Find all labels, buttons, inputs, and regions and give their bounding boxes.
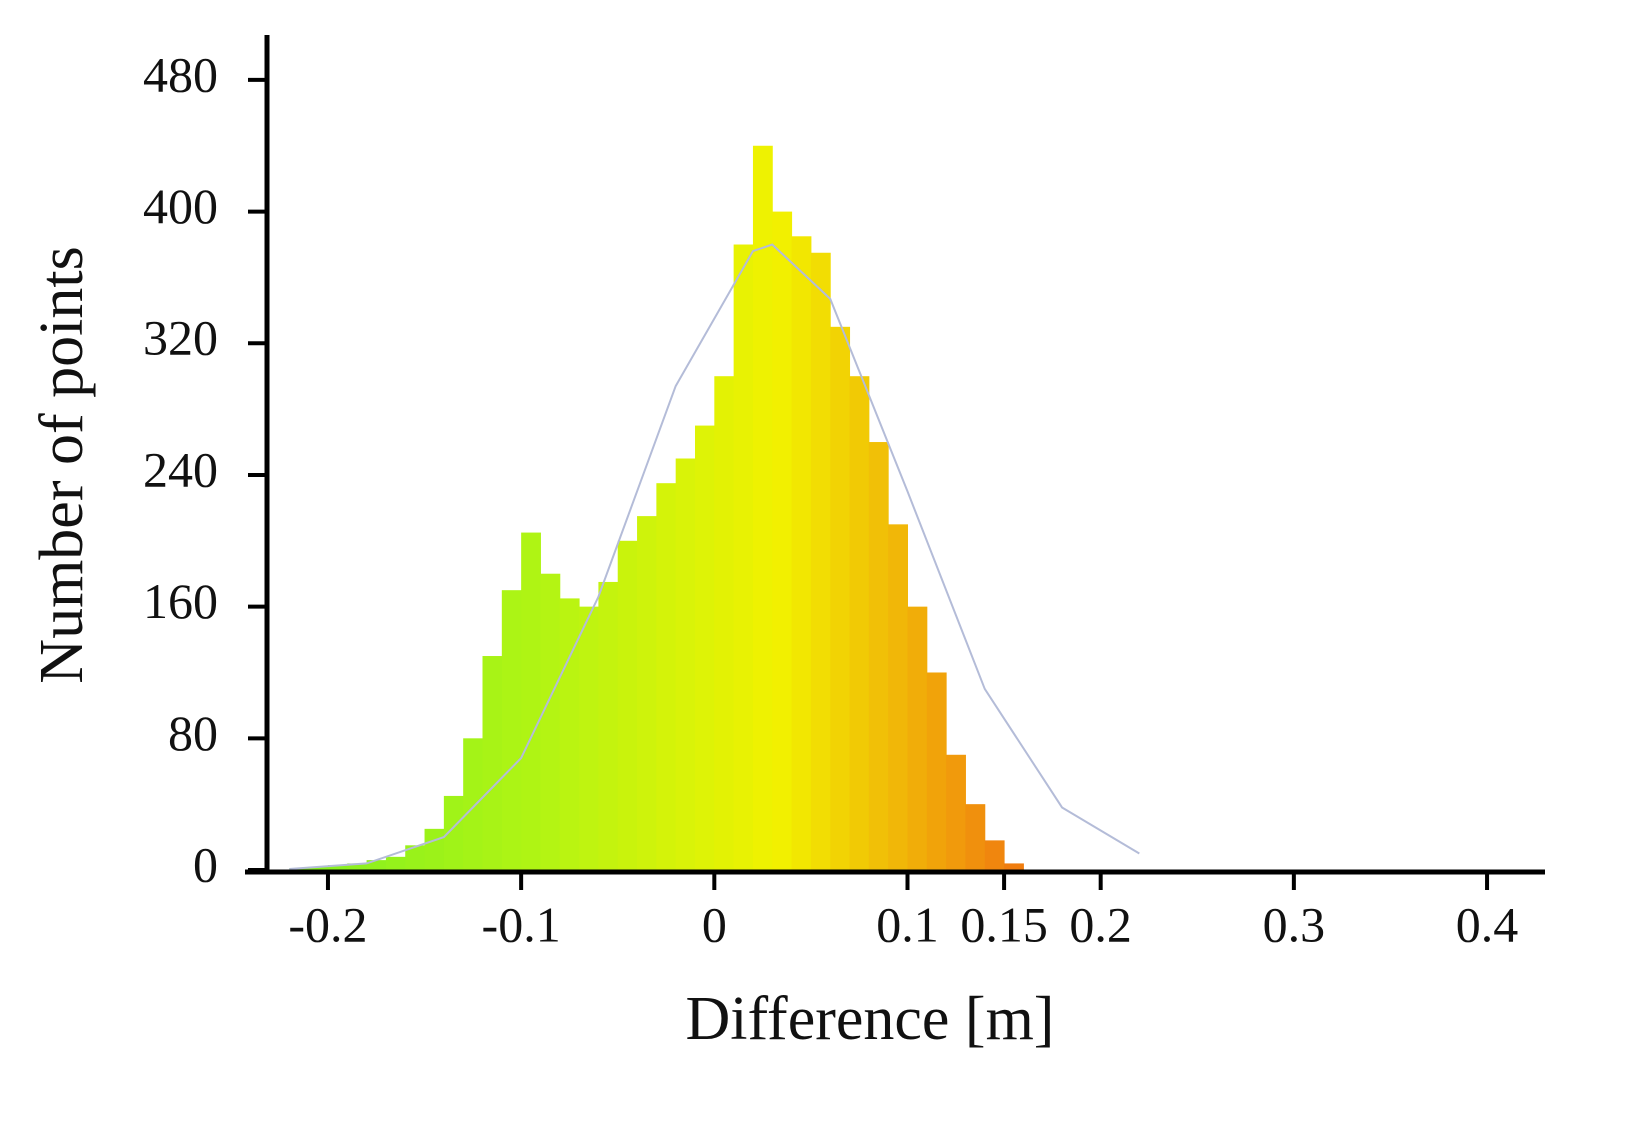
bar xyxy=(347,863,368,870)
bar xyxy=(907,606,928,870)
bar xyxy=(482,656,503,870)
x-tick-label: -0.1 xyxy=(482,896,561,952)
bar xyxy=(463,738,483,870)
y-tick-label: 400 xyxy=(143,178,218,234)
bar xyxy=(733,244,754,870)
bar xyxy=(366,860,387,870)
bar xyxy=(501,590,522,870)
bar xyxy=(984,840,1005,870)
y-tick-label: 240 xyxy=(143,441,218,497)
y-tick-label: 160 xyxy=(143,573,218,629)
bar xyxy=(810,252,831,870)
fit-curve xyxy=(289,243,1140,871)
bar xyxy=(946,754,966,870)
bar xyxy=(405,845,426,870)
x-tick-label: 0.1 xyxy=(876,896,939,952)
x-tick-label: 0.3 xyxy=(1263,896,1326,952)
x-tick-label: 0.4 xyxy=(1456,896,1519,952)
x-tick-label: 0.15 xyxy=(960,896,1048,952)
bar xyxy=(559,598,580,870)
bar xyxy=(579,606,599,870)
bar xyxy=(443,795,464,870)
y-tick-label: 480 xyxy=(143,46,218,102)
bar xyxy=(849,376,870,870)
bar xyxy=(695,425,715,870)
bar xyxy=(540,573,561,870)
bar xyxy=(656,483,677,870)
bar xyxy=(675,458,696,870)
x-axis-label: Difference [m] xyxy=(686,985,1055,1053)
bar xyxy=(868,442,889,870)
bar xyxy=(327,865,348,870)
y-tick-label: 80 xyxy=(168,705,218,761)
x-tick-label: 0 xyxy=(702,896,727,952)
bar xyxy=(965,804,986,870)
x-tick-label: -0.2 xyxy=(288,896,367,952)
bar xyxy=(926,672,947,870)
y-tick-label: 0 xyxy=(193,836,218,892)
bar xyxy=(1004,863,1024,870)
bar xyxy=(637,516,657,870)
bar xyxy=(521,532,541,870)
y-tick-label: 320 xyxy=(143,310,218,366)
bar xyxy=(617,540,638,870)
bar xyxy=(830,326,851,870)
bar xyxy=(308,866,329,870)
bar xyxy=(385,856,406,870)
bar xyxy=(714,376,735,870)
y-axis-label: Number of points xyxy=(28,246,96,683)
bar xyxy=(791,236,812,871)
bar xyxy=(772,211,793,871)
bar xyxy=(424,828,445,870)
bar xyxy=(598,581,619,870)
bar xyxy=(888,524,908,870)
bar xyxy=(752,145,773,870)
x-tick-label: 0.2 xyxy=(1069,896,1132,952)
